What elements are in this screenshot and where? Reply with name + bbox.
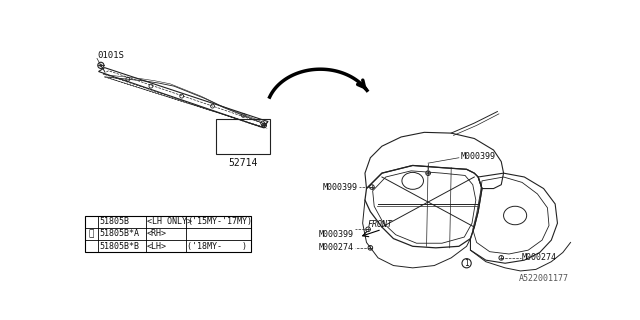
Text: FRONT: FRONT (368, 220, 393, 229)
Text: ①: ① (89, 229, 94, 238)
Text: M000399: M000399 (319, 230, 353, 239)
Text: 51805B*B: 51805B*B (99, 242, 140, 251)
Text: M000274: M000274 (319, 243, 353, 252)
Text: 51805B*A: 51805B*A (99, 229, 140, 238)
Text: M000399: M000399 (460, 153, 495, 162)
Text: ('18MY-    ): ('18MY- ) (187, 242, 247, 251)
Text: <LH ONLY>: <LH ONLY> (147, 217, 192, 226)
Text: 1: 1 (464, 259, 469, 268)
Text: 0101S: 0101S (97, 51, 124, 60)
Bar (86, 215, 251, 252)
Text: M000399: M000399 (323, 182, 357, 191)
Text: M000274: M000274 (522, 253, 557, 262)
Text: <RH>: <RH> (147, 229, 167, 238)
Text: A522001177: A522001177 (519, 274, 569, 283)
Text: <LH>: <LH> (147, 242, 167, 251)
Bar (216, 119, 270, 154)
Text: 52714: 52714 (228, 158, 258, 168)
Text: ('15MY-'17MY): ('15MY-'17MY) (187, 217, 252, 226)
Text: 51805B: 51805B (99, 217, 129, 226)
